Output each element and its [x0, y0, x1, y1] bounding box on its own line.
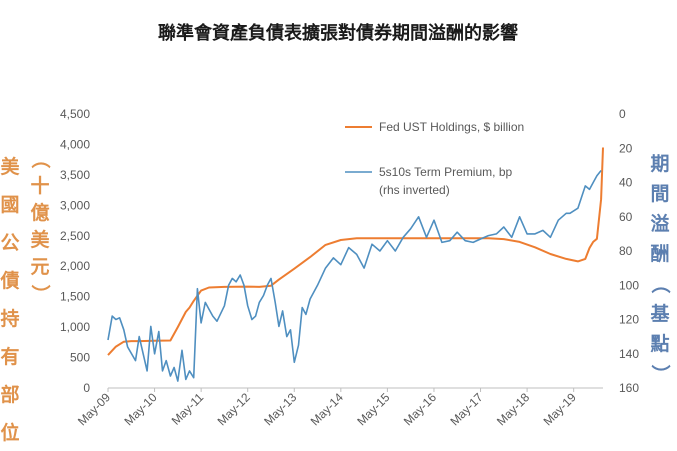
x-tick-label: May-19	[541, 390, 579, 428]
x-tick-label: May-17	[447, 390, 485, 428]
right-axis-title-char: 溢	[650, 212, 669, 235]
x-tick-label: May-12	[215, 390, 253, 428]
left-axis-title-char: 十	[30, 174, 49, 197]
right-tick-label: 80	[619, 244, 633, 258]
left-axis-title-char: 國	[0, 194, 19, 216]
left-axis-title-char: 持	[0, 307, 19, 330]
left-axis-title-char: 位	[0, 421, 19, 444]
x-tick-label: May-15	[354, 390, 392, 428]
left-tick-label: 0	[83, 381, 90, 395]
left-axis-title-char: 億	[30, 201, 49, 224]
x-tick-label: May-18	[494, 390, 532, 428]
legend: Fed UST Holdings, $ billion 5s10s Term P…	[345, 120, 524, 197]
left-tick-label: 3,500	[60, 168, 90, 182]
right-axis-title-char: 間	[650, 183, 669, 205]
left-axis-ticks: 0 500 1,000 1,500 2,000 2,500 3,000 3,500 4,000 4…	[60, 107, 90, 395]
left-axis-title-char: 有	[0, 345, 19, 368]
left-tick-label: 4,000	[60, 137, 90, 151]
x-tick-label: May-13	[261, 390, 299, 428]
left-tick-label: 2,500	[60, 229, 90, 243]
right-axis-title-char: 期	[650, 153, 669, 175]
left-tick-label: 2,000	[60, 259, 90, 273]
right-tick-label: 60	[619, 210, 633, 224]
left-tick-label: 3,000	[60, 198, 90, 212]
left-axis-title-char: 元	[30, 256, 49, 278]
left-tick-label: 4,500	[60, 107, 90, 121]
x-axis-ticks: May-09 May-10 May-11 May-12 May-13 May-14 May-…	[75, 388, 579, 428]
left-axis-title-char: ）	[29, 284, 52, 303]
left-axis-title-char: （	[29, 149, 52, 168]
left-axis-title-char: 美	[30, 228, 50, 251]
right-tick-label: 20	[619, 141, 633, 155]
x-tick-label: May-14	[308, 390, 346, 428]
x-tick-label: May-09	[75, 390, 113, 428]
right-tick-label: 100	[619, 278, 639, 292]
right-axis-title: 期間溢酬 （ 基點 ）	[649, 153, 672, 384]
x-tick-label: May-11	[169, 390, 207, 428]
series-term-premium	[107, 169, 602, 382]
right-tick-label: 140	[619, 347, 639, 361]
x-tick-label: May-10	[121, 390, 159, 428]
legend-label-term-premium: 5s10s Term Premium, bp	[379, 165, 512, 179]
chart-title: 聯準會資產負債表擴張對債券期間溢酬的影響	[158, 22, 518, 44]
left-tick-label: 500	[70, 351, 90, 365]
right-tick-label: 40	[619, 176, 633, 190]
right-axis-title-char: 酬	[650, 243, 669, 265]
right-axis-title-char: 點	[649, 332, 669, 355]
left-tick-label: 1,000	[60, 320, 90, 334]
right-tick-label: 120	[619, 313, 639, 327]
left-axis-title-char: 公	[0, 232, 19, 254]
x-tick-label: May-16	[401, 390, 439, 428]
right-axis-ticks: 0 20 40 60 80 100 120 140 160	[619, 107, 639, 395]
legend-label-term-premium-note: (rhs inverted)	[379, 183, 450, 197]
left-axis-title-char: 債	[0, 269, 20, 292]
series-fed-ust-holdings	[107, 147, 604, 356]
legend-label-fed: Fed UST Holdings, $ billion	[379, 120, 524, 134]
right-axis-title-char: （	[649, 274, 672, 293]
left-tick-label: 1,500	[60, 290, 90, 304]
right-tick-label: 160	[619, 381, 639, 395]
right-axis-title-char: ）	[649, 364, 672, 383]
right-tick-label: 0	[619, 107, 626, 121]
right-axis-title-char: 基	[649, 302, 670, 325]
left-axis-title-char: 美	[0, 155, 20, 178]
left-axis-title-char: 部	[0, 383, 19, 406]
